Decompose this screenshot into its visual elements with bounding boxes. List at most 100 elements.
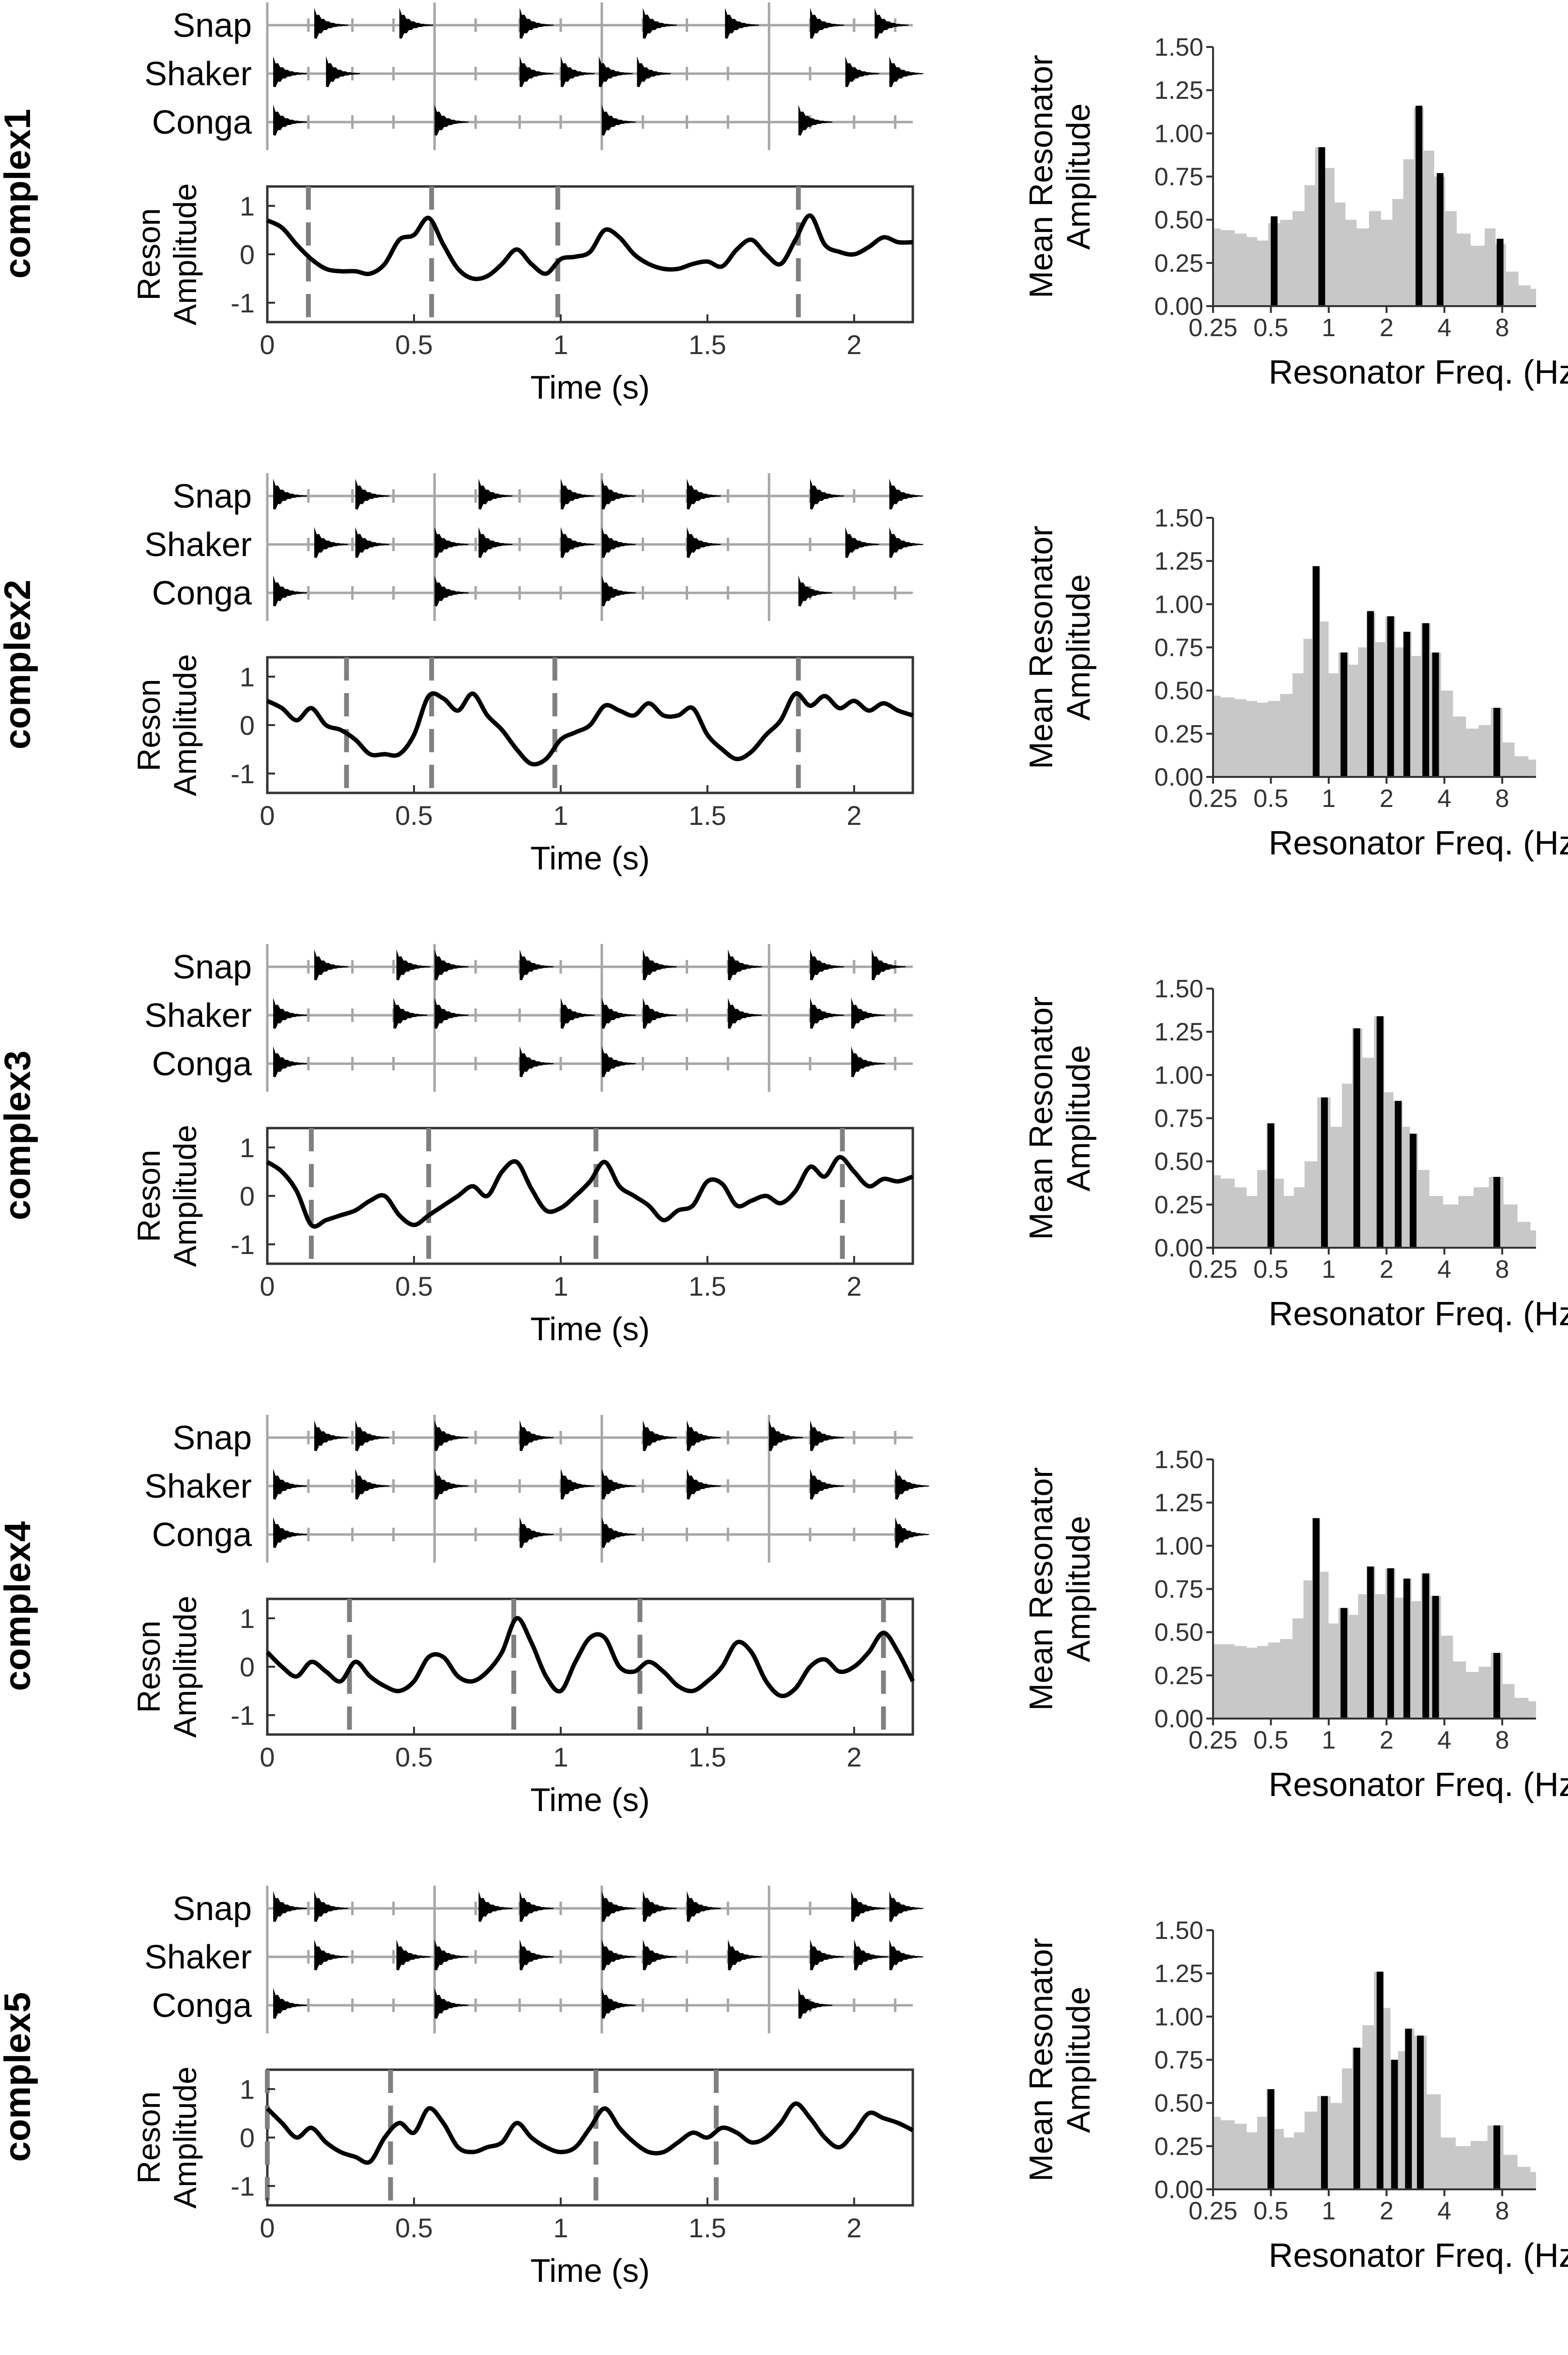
instrument-label: Shaker xyxy=(144,55,252,93)
y-tick-label: 0 xyxy=(240,239,255,270)
conga-onset xyxy=(273,575,307,606)
shaker-onset xyxy=(396,1939,430,1970)
y-axis-label: Reson Amplitude xyxy=(131,654,203,796)
x-tick-label: 0.5 xyxy=(1253,1726,1288,1754)
y-tick-label: 0.50 xyxy=(1154,1148,1203,1176)
y-tick-label: 1 xyxy=(240,2074,255,2105)
y-axis-label: Reson Amplitude xyxy=(131,1596,203,1738)
x-tick-label: 4 xyxy=(1437,314,1451,342)
y-tick-label: -1 xyxy=(231,1229,255,1260)
conga-onset xyxy=(273,1517,307,1548)
y-axis-label-line: Amplitude xyxy=(167,2066,203,2209)
y-tick-label: 0.25 xyxy=(1154,1662,1203,1690)
peak-bar xyxy=(1432,652,1439,777)
y-tick-label: 0.25 xyxy=(1154,1191,1203,1219)
snap-onset xyxy=(478,479,513,510)
peak-bar xyxy=(1436,173,1444,306)
y-tick-label: 1 xyxy=(240,1603,255,1634)
x-tick-label: 8 xyxy=(1495,1726,1509,1754)
x-tick-label: 2 xyxy=(1380,1255,1394,1284)
x-tick-label: 0.5 xyxy=(395,800,433,831)
y-tick-label: 0 xyxy=(240,2123,255,2153)
peak-bar xyxy=(1267,2089,1275,2189)
x-axis-label: Resonator Freq. (Hz) xyxy=(1269,353,1568,391)
peak-bar xyxy=(1403,1579,1411,1719)
shaker-onset xyxy=(273,1469,307,1500)
snap-onset xyxy=(520,1420,554,1451)
shaker-onset xyxy=(560,1469,595,1500)
x-axis-label: Time (s) xyxy=(530,1311,650,1348)
x-tick-label: 0.5 xyxy=(1253,785,1288,813)
x-axis-label: Time (s) xyxy=(530,840,650,877)
y-axis-label-line: Reson xyxy=(131,2092,167,2184)
peak-bar xyxy=(1367,611,1374,777)
snap-onset xyxy=(687,479,721,510)
peak-bar xyxy=(1417,2035,1424,2189)
x-tick-label: 8 xyxy=(1495,785,1509,813)
shaker-onset xyxy=(601,1939,636,1970)
shaker-onset xyxy=(355,1469,389,1500)
x-tick-label: 1.5 xyxy=(689,329,726,360)
y-axis-label-line: Amplitude xyxy=(1060,1986,1097,2133)
snap-onset xyxy=(434,1420,469,1451)
y-tick-label: 1.00 xyxy=(1154,1061,1203,1089)
peak-bar xyxy=(1321,2096,1328,2189)
rhythm-tracks: Snap Shaker Conga xyxy=(144,944,913,1092)
conga-onset xyxy=(798,105,832,136)
snap-onset xyxy=(355,479,389,510)
x-tick-label: 0.25 xyxy=(1188,2197,1237,2225)
y-tick-label: 0.75 xyxy=(1154,1576,1203,1604)
x-axis-label: Resonator Freq. (Hz) xyxy=(1269,1766,1568,1803)
peak-bar xyxy=(1403,632,1411,777)
shaker-onset xyxy=(326,56,360,87)
y-tick-label: 0.75 xyxy=(1154,2046,1203,2075)
shaker-onset xyxy=(314,527,348,558)
conga-onset xyxy=(273,105,307,136)
conga-onset xyxy=(434,105,469,136)
x-tick-label: 0.5 xyxy=(1253,2197,1288,2225)
y-axis-label: Mean Resonator Amplitude xyxy=(1023,996,1097,1240)
snap-onset xyxy=(314,1891,348,1922)
instrument-label: Snap xyxy=(173,948,252,986)
x-tick-label: 2 xyxy=(846,1742,861,1772)
instrument-label: Conga xyxy=(152,574,252,612)
shaker-onset xyxy=(889,1939,923,1970)
peak-bar xyxy=(1387,616,1394,777)
shaker-onset xyxy=(637,56,671,87)
snap-onset xyxy=(273,1891,307,1922)
x-tick-label: 2 xyxy=(1380,314,1394,342)
y-tick-label: 1.50 xyxy=(1154,33,1203,62)
instrument-label: Snap xyxy=(173,1890,252,1927)
x-tick-label: 1 xyxy=(553,1271,568,1301)
y-tick-label: 1.25 xyxy=(1154,1489,1203,1517)
y-axis-label-line: Reson xyxy=(131,679,167,772)
rhythm-tracks: Snap Shaker Conga xyxy=(144,1415,929,1563)
row-title: complex5 xyxy=(0,1992,38,2162)
y-axis-label-line: Amplitude xyxy=(167,183,203,325)
shaker-onset xyxy=(601,998,636,1029)
y-tick-label: -1 xyxy=(231,2171,255,2201)
peak-bar xyxy=(1312,566,1320,777)
shaker-onset xyxy=(851,998,885,1029)
shaker-onset xyxy=(560,998,595,1029)
peak-bar xyxy=(1391,2060,1398,2189)
x-tick-label: 2 xyxy=(1380,1726,1394,1754)
snap-onset xyxy=(601,1891,636,1922)
instrument-label: Conga xyxy=(152,103,252,141)
shaker-onset xyxy=(601,1469,636,1500)
snap-onset xyxy=(520,8,554,39)
shaker-onset xyxy=(845,56,879,87)
x-tick-label: 1 xyxy=(1322,785,1336,813)
y-tick-label: 0.00 xyxy=(1154,1234,1203,1262)
snap-onset xyxy=(399,8,433,39)
instrument-label: Snap xyxy=(173,477,252,515)
x-tick-label: 0.5 xyxy=(1253,314,1288,342)
snap-onset xyxy=(643,1891,677,1922)
x-tick-label: 0 xyxy=(260,1271,275,1301)
instrument-label: Snap xyxy=(173,6,252,44)
